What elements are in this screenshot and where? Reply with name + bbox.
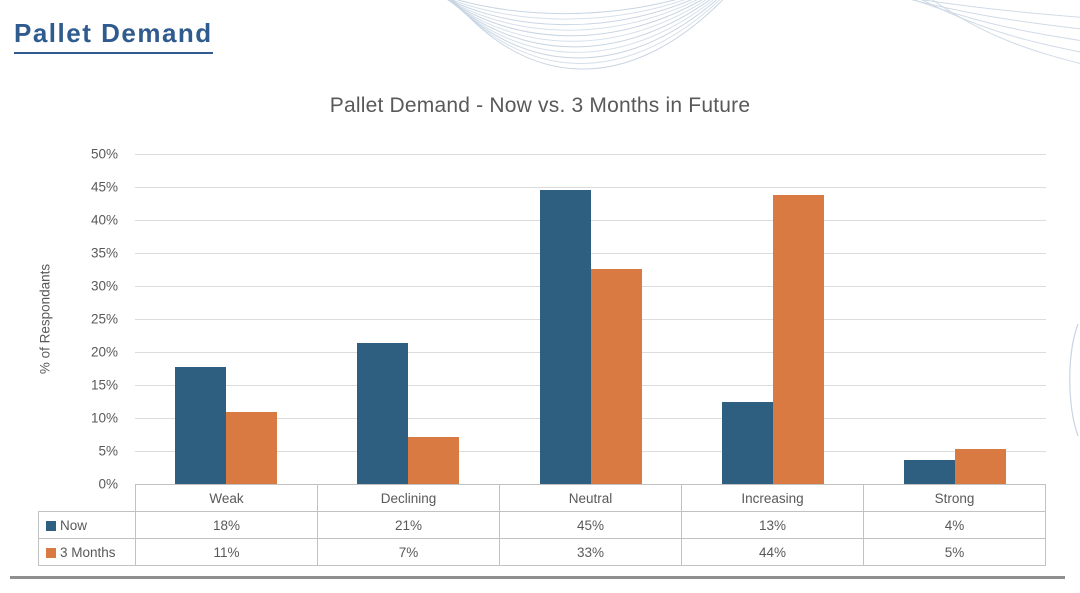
bar-3-months-strong xyxy=(954,449,1006,484)
data-table-grid: Weak Declining Neutral Increasing Strong Now 1… xyxy=(38,484,1046,566)
value-cell-now-weak: 18% xyxy=(135,511,318,539)
bar-now-increasing xyxy=(721,401,773,484)
bar-3-months-increasing xyxy=(772,194,824,484)
gridline xyxy=(135,187,1046,188)
table-row-3-months: 3 Months 11% 7% 33% 44% 5% xyxy=(38,538,1046,566)
value-cell-3-months-weak: 11% xyxy=(135,538,318,566)
y-tick-label: 35% xyxy=(90,245,118,261)
value-cell-3-months-increasing: 44% xyxy=(681,538,864,566)
legend-cell-now: Now xyxy=(38,511,136,539)
value-cell-now-strong: 4% xyxy=(863,511,1046,539)
bar-now-weak xyxy=(175,366,227,484)
bar-group-strong xyxy=(864,154,1046,484)
y-axis-ticks: 0% 5% 10% 15% 20% 25% 30% 35% 40% 45% 50% xyxy=(0,147,127,492)
value-cell-3-months-declining: 7% xyxy=(317,538,500,566)
y-tick-label: 0% xyxy=(98,476,118,492)
category-header-weak: Weak xyxy=(135,484,318,512)
gridline xyxy=(135,220,1046,221)
legend-label: 3 Months xyxy=(60,544,116,560)
legend-swatch-3-months xyxy=(46,547,56,558)
bar-now-strong xyxy=(903,460,955,484)
bar-groups xyxy=(135,154,1046,484)
y-tick-label: 25% xyxy=(90,311,118,327)
legend-cell-3-months: 3 Months xyxy=(38,538,136,566)
bar-group-increasing xyxy=(682,154,864,484)
data-table: Weak Declining Neutral Increasing Strong Now 1… xyxy=(38,484,1046,566)
y-tick-label: 50% xyxy=(90,146,118,162)
chart-title: Pallet Demand - Now vs. 3 Months in Futu… xyxy=(329,94,751,117)
table-header-row: Weak Declining Neutral Increasing Strong xyxy=(39,484,1046,512)
y-tick-label: 5% xyxy=(98,443,118,459)
y-tick-label: 45% xyxy=(90,179,118,195)
legend-swatch-now xyxy=(46,520,56,531)
bar-3-months-declining xyxy=(408,437,460,484)
bar-group-neutral xyxy=(499,154,681,484)
y-tick-label: 15% xyxy=(90,377,118,393)
y-tick-label: 40% xyxy=(90,212,118,228)
category-header-neutral: Neutral xyxy=(499,484,682,512)
gridline xyxy=(135,154,1046,155)
category-header-declining: Declining xyxy=(317,484,500,512)
table-corner-cell xyxy=(39,485,136,512)
category-header-increasing: Increasing xyxy=(681,484,864,512)
y-tick-label: 30% xyxy=(90,278,118,294)
value-cell-now-increasing: 13% xyxy=(681,511,864,539)
value-cell-3-months-neutral: 33% xyxy=(499,538,682,566)
legend-label: Now xyxy=(60,517,88,533)
value-cell-now-declining: 21% xyxy=(317,511,500,539)
value-cell-3-months-strong: 5% xyxy=(863,538,1046,566)
bottom-divider xyxy=(10,576,1065,579)
bar-3-months-weak xyxy=(226,412,278,484)
plot-area xyxy=(135,154,1046,485)
gridline xyxy=(135,253,1046,254)
bar-now-declining xyxy=(357,343,409,484)
bar-group-weak xyxy=(135,154,317,484)
page-title: Pallet Demand xyxy=(14,18,213,54)
bar-group-declining xyxy=(317,154,499,484)
category-header-strong: Strong xyxy=(863,484,1046,512)
y-tick-label: 20% xyxy=(90,344,118,360)
data-table-body: Weak Declining Neutral Increasing Strong Now 1… xyxy=(38,484,1046,566)
table-row-now: Now 18% 21% 45% 13% 4% xyxy=(38,511,1046,539)
y-tick-label: 10% xyxy=(90,410,118,426)
value-cell-now-neutral: 45% xyxy=(499,511,682,539)
bar-3-months-neutral xyxy=(590,268,642,484)
bar-now-neutral xyxy=(539,189,591,484)
bar-chart: Pallet Demand - Now vs. 3 Months in Futu… xyxy=(0,88,1080,568)
